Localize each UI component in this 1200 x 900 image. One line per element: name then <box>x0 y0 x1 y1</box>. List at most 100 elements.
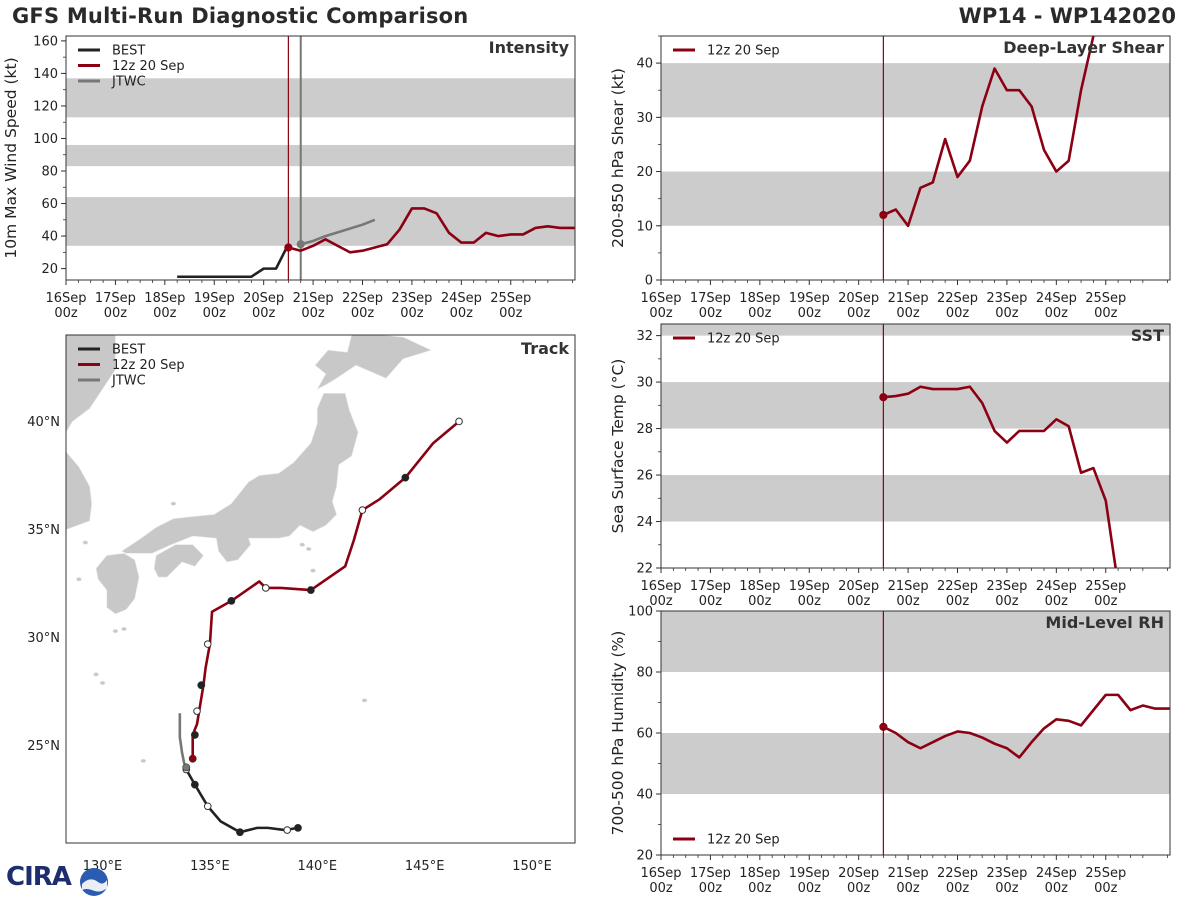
sst-xtick-label-5: 21Sep <box>888 579 929 594</box>
intensity-series-1 <box>288 207 575 254</box>
track-ytick-label-2: 35°N <box>27 523 60 538</box>
track-island-12 <box>235 843 240 847</box>
sst-legend-label-0: 12z 20 Sep <box>707 332 780 347</box>
shear-ytick-label-3: 30 <box>636 111 653 126</box>
intensity-xtick-sublabel-1: 00z <box>104 306 128 321</box>
intensity-xtick-sublabel-0: 00z <box>54 306 78 321</box>
track-xtick-label-1: 135°E <box>190 859 230 874</box>
shear-xtick-sublabel-4: 00z <box>847 306 871 321</box>
intensity-legend-label-2: JTWC <box>111 75 146 90</box>
shear-xtick-label-7: 23Sep <box>986 291 1027 306</box>
shear-xtick-sublabel-6: 00z <box>946 306 970 321</box>
track-hokkaido-landmass <box>314 335 432 390</box>
track-island-4 <box>76 577 82 582</box>
sst-band-0 <box>661 475 1170 522</box>
rh-xtick-label-8: 24Sep <box>1036 866 1077 881</box>
shear-xtick-label-1: 17Sep <box>690 291 731 306</box>
sst-xtick-sublabel-7: 00z <box>995 594 1019 609</box>
track-title: Track <box>521 339 569 358</box>
intensity-series-0 <box>177 243 290 279</box>
rh-xtick-sublabel-2: 00z <box>748 881 772 896</box>
sst-xtick-label-7: 23Sep <box>986 579 1027 594</box>
shear-title: Deep-Layer Shear <box>1003 38 1164 57</box>
intensity-xtick-sublabel-3: 00z <box>203 306 227 321</box>
rh-xtick-sublabel-4: 00z <box>847 881 871 896</box>
rh-ylabel: 700-500 hPa Humidity (%) <box>609 631 627 836</box>
sst-series-0 <box>883 385 1117 568</box>
track-legend-label-0: BEST <box>112 343 145 358</box>
rh-band-0 <box>661 733 1170 794</box>
rh-ytick-label-2: 60 <box>636 727 653 742</box>
track-shikoku-landmass <box>153 544 204 578</box>
shear-xtick-sublabel-9: 00z <box>1094 306 1118 321</box>
track-series-1 <box>191 420 460 759</box>
shear-panel: 01020304016Sep00z17Sep00z18Sep00z19Sep00… <box>609 35 1171 321</box>
intensity-marker-2-0 <box>296 240 305 249</box>
rh-band-1 <box>661 611 1170 672</box>
intensity-band-1 <box>66 144 575 167</box>
track-legend-label-1: 12z 20 Sep <box>112 358 185 373</box>
track-marker-0-4 <box>190 780 199 789</box>
sst-ytick-label-1: 24 <box>636 515 653 530</box>
track-island-8 <box>299 542 306 547</box>
intensity-ytick-label-3: 80 <box>41 165 58 180</box>
shear-xtick-sublabel-7: 00z <box>995 306 1019 321</box>
shear-ytick-label-4: 40 <box>636 57 653 72</box>
sst-frame <box>660 323 1171 569</box>
sst-xtick-sublabel-5: 00z <box>896 594 920 609</box>
shear-ytick-label-0: 0 <box>645 274 653 289</box>
intensity-ylabel: 10m Max Wind Speed (kt) <box>2 57 20 258</box>
track-marker-1-2 <box>193 707 201 715</box>
track-ytick-label-1: 30°N <box>27 631 60 646</box>
shear-frame <box>660 35 1171 281</box>
intensity-ytick-label-2: 60 <box>41 197 58 212</box>
track-ytick-label-0: 25°N <box>27 739 60 754</box>
intensity-xtick-label-5: 21Sep <box>293 291 334 306</box>
shear-xtick-sublabel-3: 00z <box>798 306 822 321</box>
intensity-xtick-label-1: 17Sep <box>95 291 136 306</box>
sst-xtick-label-2: 18Sep <box>739 579 780 594</box>
intensity-xtick-sublabel-7: 00z <box>400 306 424 321</box>
track-marker-1-10 <box>455 417 463 426</box>
track-xtick-label-3: 145°E <box>405 859 445 874</box>
sst-xtick-label-1: 17Sep <box>690 579 731 594</box>
sst-xtick-label-3: 19Sep <box>789 579 830 594</box>
shear-xtick-sublabel-0: 00z <box>649 306 673 321</box>
track-series-0 <box>185 768 299 834</box>
rh-ytick-label-1: 40 <box>636 788 653 803</box>
intensity-xtick-sublabel-6: 00z <box>351 306 375 321</box>
sst-xtick-label-9: 25Sep <box>1085 579 1126 594</box>
intensity-xtick-sublabel-8: 00z <box>450 306 474 321</box>
shear-marker-0-0 <box>879 210 888 220</box>
track-island-7 <box>310 568 316 573</box>
intensity-ytick-label-4: 100 <box>33 132 58 147</box>
sst-xtick-sublabel-8: 00z <box>1045 594 1069 609</box>
intensity-ytick-label-5: 120 <box>33 99 58 114</box>
sst-band-2 <box>661 324 1170 336</box>
sst-ytick-label-3: 28 <box>636 422 653 437</box>
track-island-10 <box>82 540 89 545</box>
intensity-xtick-sublabel-2: 00z <box>153 306 177 321</box>
rh-xtick-sublabel-9: 00z <box>1094 881 1118 896</box>
rh-title: Mid-Level RH <box>1045 613 1164 632</box>
intensity-series-2 <box>300 218 376 246</box>
rh-xtick-label-7: 23Sep <box>986 866 1027 881</box>
rh-xtick-label-5: 21Sep <box>888 866 929 881</box>
sst-title: SST <box>1131 326 1164 345</box>
shear-band-1 <box>661 63 1170 118</box>
sst-xtick-sublabel-3: 00z <box>798 594 822 609</box>
sst-xtick-sublabel-2: 00z <box>748 594 772 609</box>
shear-xtick-sublabel-5: 00z <box>896 306 920 321</box>
track-legend-label-2: JTWC <box>111 374 146 389</box>
intensity-ytick-label-1: 40 <box>41 230 58 245</box>
track-island-11 <box>170 501 177 506</box>
shear-xtick-label-0: 16Sep <box>640 291 681 306</box>
track-frame <box>65 334 576 844</box>
intensity-frame <box>65 35 576 281</box>
rh-xtick-sublabel-0: 00z <box>649 881 673 896</box>
shear-xtick-label-2: 18Sep <box>739 291 780 306</box>
shear-ylabel: 200-850 hPa Shear (kt) <box>609 68 627 248</box>
logo-wave-icon <box>82 879 107 892</box>
track-island-9 <box>361 698 368 703</box>
shear-xtick-sublabel-1: 00z <box>699 306 723 321</box>
